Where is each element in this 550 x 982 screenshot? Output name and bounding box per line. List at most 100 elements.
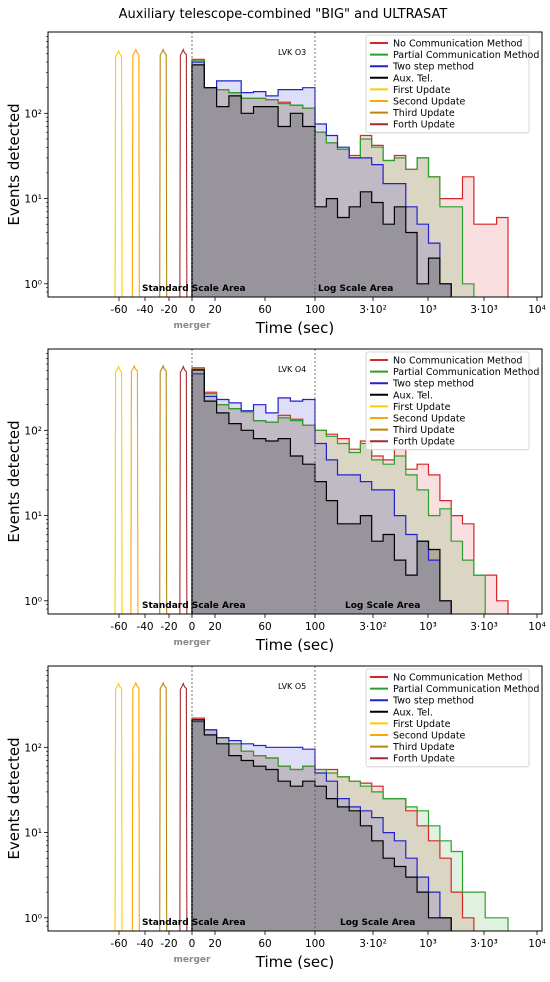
legend-entry: No Communication Method xyxy=(393,673,522,684)
x-tick-label: -40 xyxy=(136,621,153,633)
legend-box xyxy=(365,668,530,768)
x-tick-label: 3·10³ xyxy=(470,621,498,633)
series-fill-1 xyxy=(192,718,474,931)
y-tick-label: 10¹ xyxy=(24,828,42,840)
update-peak-3 xyxy=(159,681,168,931)
x-tick-label: 3·10² xyxy=(359,304,387,316)
plot-area xyxy=(114,48,509,297)
x-tick-label: 3·10³ xyxy=(470,304,498,316)
plot-area xyxy=(114,364,509,614)
update-peak-2 xyxy=(130,364,139,614)
x-tick-label: 10³ xyxy=(419,621,437,633)
update-peak-2 xyxy=(131,48,140,297)
y-tick-label: 10⁰ xyxy=(24,279,42,291)
merger-label: merger xyxy=(174,321,211,331)
update-peak-1 xyxy=(114,682,123,931)
legend-entry: Second Update xyxy=(393,731,466,742)
merger-label: merger xyxy=(174,638,211,648)
legend-entry: First Update xyxy=(393,85,451,96)
x-tick-label: -20 xyxy=(160,621,177,633)
update-peak-2 xyxy=(131,681,140,931)
standard-scale-label: Standard Scale Area xyxy=(142,601,246,611)
legend-box xyxy=(365,351,530,451)
update-peak-4 xyxy=(179,682,188,931)
standard-scale-label: Standard Scale Area xyxy=(142,918,246,928)
series-line-4 xyxy=(191,369,452,614)
legend-entry: Aux. Tel. xyxy=(393,707,433,718)
legend-entry: Partial Communication Method xyxy=(393,684,539,695)
series-fill-3 xyxy=(192,721,452,931)
x-tick-label: 10⁴ xyxy=(528,304,546,316)
update-peak-4 xyxy=(179,48,188,297)
update-peak-4 xyxy=(179,365,188,614)
x-tick-label: 3·10³ xyxy=(470,938,498,950)
legend-entry: Aux. Tel. xyxy=(393,73,433,84)
series-fill-3 xyxy=(192,62,452,297)
y-tick-label: 10² xyxy=(24,742,42,754)
x-tick-label: 10⁴ xyxy=(528,621,546,633)
x-axis-label: Time (sec) xyxy=(255,953,334,971)
x-tick-label: -20 xyxy=(160,304,177,316)
legend-entry: Third Update xyxy=(392,742,455,753)
x-tick-label: -40 xyxy=(136,938,153,950)
x-tick-label: 100 xyxy=(305,621,325,633)
x-tick-label: 10³ xyxy=(419,304,437,316)
x-tick-label: 0 xyxy=(189,304,196,316)
axes-frame xyxy=(47,665,543,932)
x-tick-label: 20 xyxy=(208,938,221,950)
x-tick-label: -60 xyxy=(110,304,127,316)
legend-box xyxy=(365,34,530,134)
update-peak-3 xyxy=(159,364,168,614)
series-fill-4 xyxy=(192,719,452,931)
standard-scale-label: Standard Scale Area xyxy=(142,284,246,294)
x-tick-label: 20 xyxy=(208,621,221,633)
legend-entry: Second Update xyxy=(393,414,466,425)
legend-entry: Third Update xyxy=(392,108,455,119)
x-axis-label: Time (sec) xyxy=(255,319,334,337)
y-tick-label: 10¹ xyxy=(24,194,42,206)
panel-tag: LVK O4 xyxy=(278,365,306,374)
y-tick-label: 10² xyxy=(24,425,42,437)
x-tick-label: 100 xyxy=(305,938,325,950)
y-axis-label: Events detected xyxy=(5,103,23,225)
panel-1: -60 -40 -20 0 20 60 100 3·10² 10³ 3·10³ 10⁴ 10⁰ 10¹ 1… xyxy=(5,31,546,337)
axes-frame xyxy=(47,31,543,298)
x-tick-label: -60 xyxy=(110,938,127,950)
y-tick-label: 10² xyxy=(24,108,42,120)
y-axis-label: Events detected xyxy=(5,737,23,859)
legend-entry: Forth Update xyxy=(393,437,455,448)
legend-entry: First Update xyxy=(393,719,451,730)
y-tick-label: 10⁰ xyxy=(24,913,42,925)
log-scale-label: Log Scale Area xyxy=(318,284,393,294)
update-peak-1 xyxy=(114,365,123,614)
panel-2: -60 -40 -20 0 20 60 100 3·10² 10³ 3·10³ 10⁴ 10⁰ 10¹ 1… xyxy=(5,348,546,654)
series-fill-2 xyxy=(192,369,486,614)
x-tick-label: 60 xyxy=(258,304,271,316)
legend-entry: First Update xyxy=(393,402,451,413)
plot-area xyxy=(114,681,509,931)
y-tick-label: 10⁰ xyxy=(24,596,42,608)
legend-entry: Second Update xyxy=(393,97,466,108)
panel-tag: LVK O3 xyxy=(278,48,306,57)
series-fill-3 xyxy=(192,373,452,614)
legend-entry: Partial Communication Method xyxy=(393,367,539,378)
legend-entry: Forth Update xyxy=(393,120,455,131)
legend-entry: Third Update xyxy=(392,425,455,436)
x-tick-label: 60 xyxy=(258,621,271,633)
legend-entry: Two step method xyxy=(392,696,474,707)
series-fill-2 xyxy=(192,60,474,297)
x-tick-label: -20 xyxy=(160,938,177,950)
series-line-4 xyxy=(191,64,452,297)
x-tick-label: -60 xyxy=(110,621,127,633)
series-fill-4 xyxy=(192,370,452,614)
axes-frame xyxy=(47,348,543,615)
panel-3: -60 -40 -20 0 20 60 100 3·10² 10³ 3·10³ 10⁴ 10⁰ 10¹ 1… xyxy=(5,665,546,971)
series-line-3 xyxy=(191,61,452,297)
legend-entry: No Communication Method xyxy=(393,356,522,367)
figure-title: Auxiliary telescope-combined "BIG" and U… xyxy=(119,7,448,22)
series-line-3 xyxy=(191,721,452,931)
x-tick-label: 0 xyxy=(189,621,196,633)
update-peak-1 xyxy=(114,49,123,297)
